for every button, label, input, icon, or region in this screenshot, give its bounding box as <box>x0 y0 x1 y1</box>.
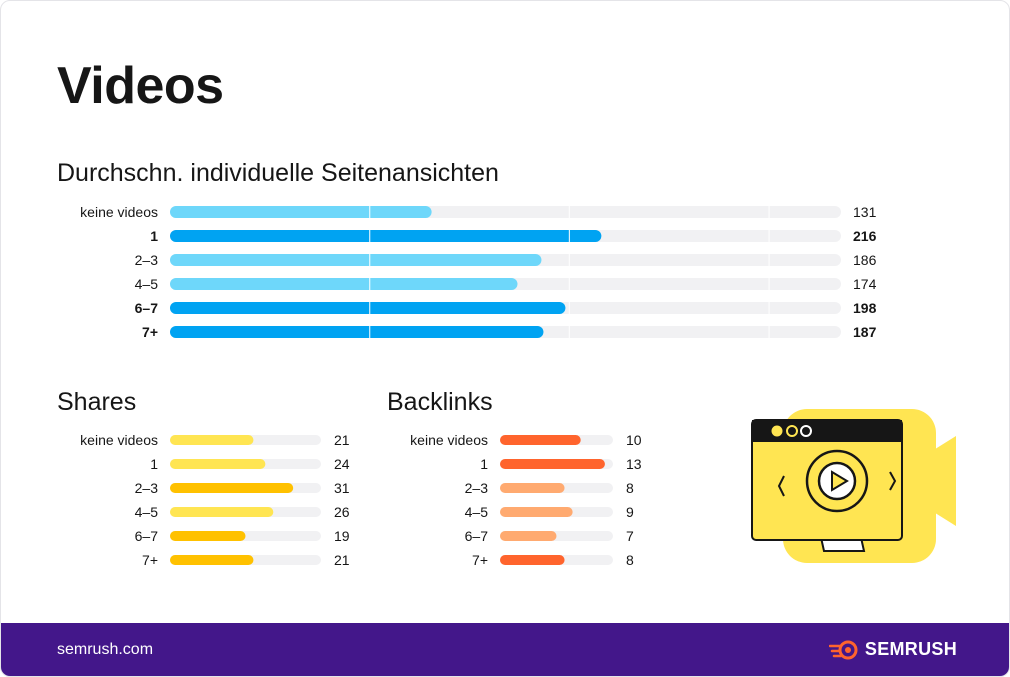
category-label-pageviews: 4–5 <box>135 276 159 292</box>
category-label-shares: 2–3 <box>135 480 159 496</box>
bar-backlinks <box>500 483 565 493</box>
bar-pageviews <box>170 206 432 218</box>
bar-pageviews <box>170 326 544 338</box>
chart-title-pageviews: Durchschn. individuelle Seitenansichten <box>57 159 499 187</box>
category-label-shares: 6–7 <box>135 528 159 544</box>
bar-shares <box>170 435 254 445</box>
bar-shares <box>170 555 254 565</box>
value-label-shares: 19 <box>334 528 350 544</box>
category-label-shares: 4–5 <box>135 504 159 520</box>
bar-shares <box>170 459 266 469</box>
value-label-backlinks: 8 <box>626 480 634 496</box>
video-camera-illustration <box>751 409 956 563</box>
bar-backlinks <box>500 507 573 517</box>
value-label-shares: 31 <box>334 480 350 496</box>
bar-pageviews <box>170 230 602 242</box>
value-label-pageviews: 198 <box>853 300 877 316</box>
value-label-pageviews: 186 <box>853 252 877 268</box>
category-label-shares: keine videos <box>80 432 158 448</box>
value-label-pageviews: 216 <box>853 228 877 244</box>
value-label-backlinks: 13 <box>626 456 642 472</box>
category-label-shares: 7+ <box>142 552 158 568</box>
category-label-pageviews: 2–3 <box>135 252 159 268</box>
bar-backlinks <box>500 435 581 445</box>
bar-shares <box>170 507 274 517</box>
category-label-backlinks: keine videos <box>410 432 488 448</box>
semrush-fire-icon <box>828 640 858 659</box>
chart-title-backlinks: Backlinks <box>387 388 493 416</box>
category-label-pageviews: 1 <box>150 228 158 244</box>
category-label-backlinks: 7+ <box>472 552 488 568</box>
bar-shares <box>170 483 294 493</box>
value-label-backlinks: 10 <box>626 432 642 448</box>
category-label-pageviews: keine videos <box>80 204 158 220</box>
value-label-backlinks: 8 <box>626 552 634 568</box>
bar-pageviews <box>170 302 566 314</box>
bar-pageviews <box>170 278 518 290</box>
category-label-backlinks: 2–3 <box>465 480 489 496</box>
value-label-pageviews: 187 <box>853 324 877 340</box>
value-label-shares: 26 <box>334 504 350 520</box>
footer-url[interactable]: semrush.com <box>57 641 154 658</box>
value-label-shares: 21 <box>334 432 350 448</box>
category-label-backlinks: 6–7 <box>465 528 489 544</box>
category-label-shares: 1 <box>150 456 158 472</box>
bar-pageviews <box>170 254 542 266</box>
bar-backlinks <box>500 555 565 565</box>
brand-name: SEMRUSH <box>864 639 957 659</box>
category-label-backlinks: 4–5 <box>465 504 489 520</box>
category-label-pageviews: 6–7 <box>135 300 159 316</box>
value-label-pageviews: 131 <box>853 204 877 220</box>
value-label-backlinks: 7 <box>626 528 634 544</box>
value-label-backlinks: 9 <box>626 504 634 520</box>
footer-bar: semrush.com SEMRUSH <box>1 623 1009 676</box>
value-label-shares: 21 <box>334 552 350 568</box>
bar-backlinks <box>500 531 557 541</box>
value-label-pageviews: 174 <box>853 276 877 292</box>
semrush-logo: SEMRUSH <box>828 639 957 660</box>
category-label-backlinks: 1 <box>480 456 488 472</box>
value-label-shares: 24 <box>334 456 350 472</box>
page-title: Videos <box>57 57 224 115</box>
bar-shares <box>170 531 246 541</box>
category-label-pageviews: 7+ <box>142 324 158 340</box>
chart-title-shares: Shares <box>57 388 137 416</box>
bar-backlinks <box>500 459 605 469</box>
